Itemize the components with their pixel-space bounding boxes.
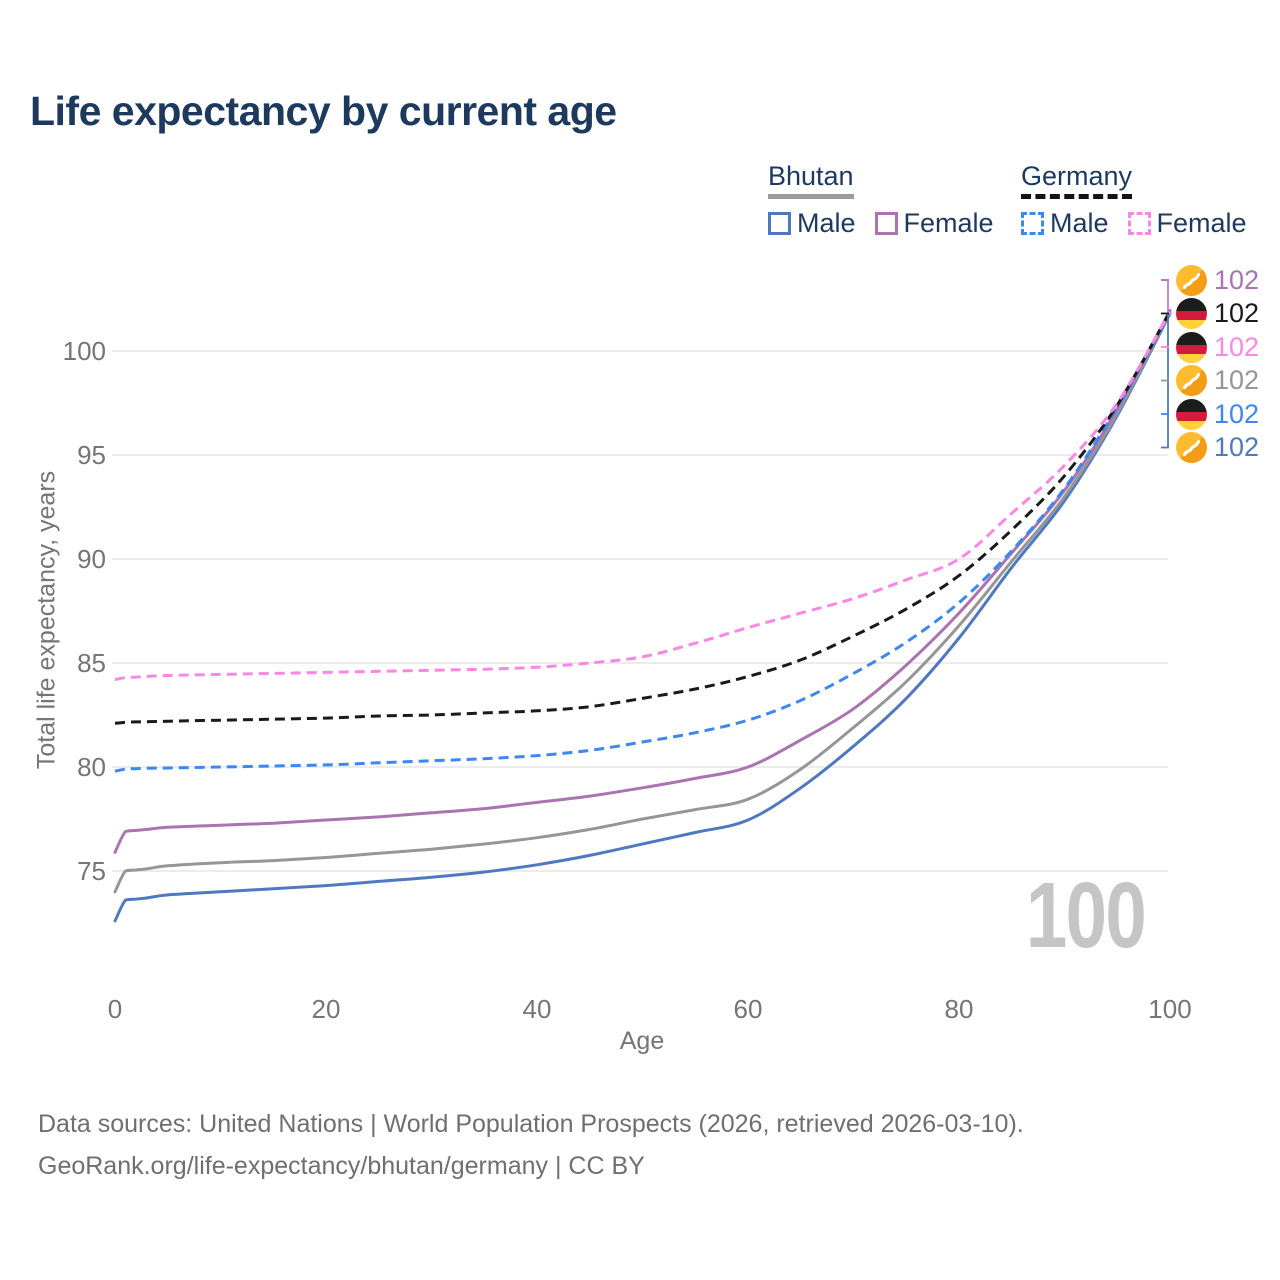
legend: Bhutan Male Female Germany Male [768, 161, 1273, 241]
end-label-value: 102 [1214, 331, 1260, 362]
end-label-row: 102 [1176, 298, 1259, 329]
y-tick-label: 95 [77, 440, 106, 470]
flag-icon-bhutan [1176, 365, 1207, 396]
legend-group-germany: Germany Male Female [1021, 161, 1247, 239]
flag-icon-germany [1176, 298, 1207, 329]
legend-swatch-bhutan-female [874, 212, 898, 236]
legend-item-label: Male [797, 208, 856, 239]
end-label-row: 102 [1176, 365, 1259, 396]
legend-item-label: Female [1156, 208, 1247, 239]
legend-swatch-germany-male [1021, 212, 1044, 236]
flag-icon-bhutan [1176, 432, 1207, 463]
x-tick-label: 80 [945, 994, 974, 1024]
footer-url-line: GeoRank.org/life-expectancy/bhutan/germa… [38, 1152, 645, 1180]
legend-item-label: Male [1050, 208, 1109, 239]
end-label-row: 102 [1176, 331, 1260, 363]
end-label-value: 102 [1214, 432, 1260, 462]
x-tick-label: 20 [312, 994, 341, 1024]
series-line-germany-total [114, 310, 1172, 725]
legend-item-bhutan-female: Female [874, 208, 994, 239]
page-title: Life expectancy by current age [30, 88, 617, 134]
series-line-germany-female [114, 310, 1172, 682]
x-tick-label: 60 [734, 994, 763, 1024]
legend-item-label: Female [903, 208, 994, 239]
y-tick-label: 90 [77, 544, 106, 574]
end-label-row: 102 [1176, 264, 1260, 296]
footer-source-line: Data sources: United Nations | World Pop… [38, 1110, 1024, 1138]
end-label-value: 102 [1214, 365, 1260, 395]
x-tick-label: 40 [523, 994, 552, 1024]
x-tick-label: 100 [1148, 994, 1191, 1024]
x-tick-label: 0 [108, 994, 122, 1024]
legend-item-bhutan-male: Male [768, 208, 856, 239]
legend-items-germany: Male Female [1021, 208, 1247, 239]
end-label-value: 102 [1214, 264, 1260, 295]
y-axis-title: Total life expectancy, years [32, 470, 61, 770]
current-age-watermark: 100 [1025, 863, 1147, 967]
flag-icon-bhutan [1176, 264, 1207, 296]
y-tick-label: 75 [77, 856, 106, 886]
series-line-germany-male [114, 312, 1172, 773]
legend-swatch-bhutan-male [768, 212, 791, 236]
end-label-row: 102 [1176, 398, 1260, 430]
legend-group-bhutan: Bhutan Male Female [768, 161, 994, 239]
y-tick-label: 85 [77, 648, 106, 678]
series-line-bhutan-female [113, 308, 1172, 854]
y-tick-label: 80 [77, 752, 106, 782]
legend-country-germany: Germany [1021, 161, 1133, 200]
y-tick-label: 100 [63, 336, 106, 366]
series-line-bhutan-total [113, 311, 1172, 894]
x-axis-title: Age [619, 1027, 665, 1055]
legend-item-germany-female: Female [1127, 208, 1247, 239]
end-label-row: 102 [1176, 432, 1259, 463]
end-label-value: 102 [1214, 398, 1260, 429]
legend-item-germany-male: Male [1021, 208, 1109, 239]
flag-icon-germany [1176, 331, 1207, 363]
end-label-value: 102 [1214, 298, 1260, 328]
legend-swatch-germany-female [1127, 212, 1151, 236]
legend-country-bhutan: Bhutan [768, 161, 854, 200]
flag-icon-germany [1176, 398, 1207, 430]
series-line-bhutan-male [113, 312, 1172, 923]
legend-items-bhutan: Male Female [768, 208, 994, 239]
